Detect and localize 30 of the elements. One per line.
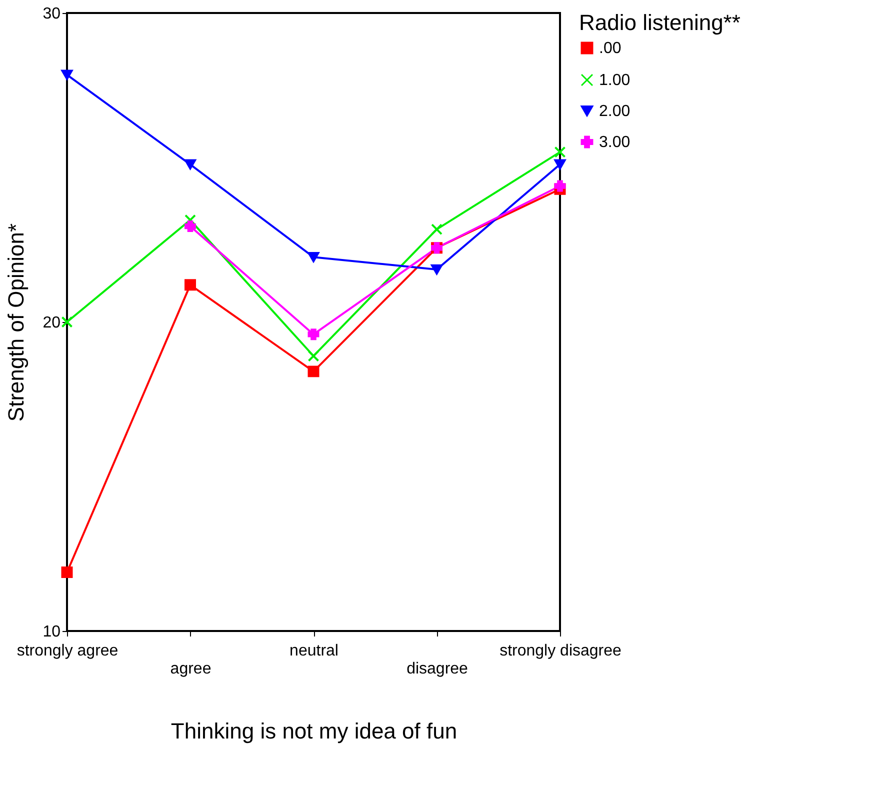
point [61,70,73,80]
y-tick-label: 30 [42,6,61,22]
x-tick-label: neutral [290,642,338,660]
y-tick-label: 20 [42,314,61,332]
point [308,252,320,262]
x-axis-title: Thinking is not my idea of fun [170,718,458,744]
point [61,316,73,328]
point [554,159,566,170]
legend-label: 2.00 [599,103,630,120]
legend-label: 3.00 [599,134,630,151]
point [308,328,320,340]
x-tick-label: strongly agree [16,642,118,660]
point [184,159,196,170]
y-tick-label: 10 [42,624,61,640]
x-tick-label: strongly disagree [500,642,622,660]
point [184,279,196,291]
legend-label: 1.00 [599,72,630,89]
point [308,366,320,378]
legend-label: .00 [599,40,622,57]
point [554,146,566,158]
x-tick-label: disagree [406,660,468,678]
point [308,350,320,362]
legend-title: Radio listening** [579,10,741,35]
point [554,180,566,192]
x-tick-label: agree [170,660,212,678]
point [184,220,196,232]
point [61,566,73,578]
point [431,224,442,236]
point [431,264,442,275]
y-axis-title: Strength of Opinion* [4,223,29,422]
